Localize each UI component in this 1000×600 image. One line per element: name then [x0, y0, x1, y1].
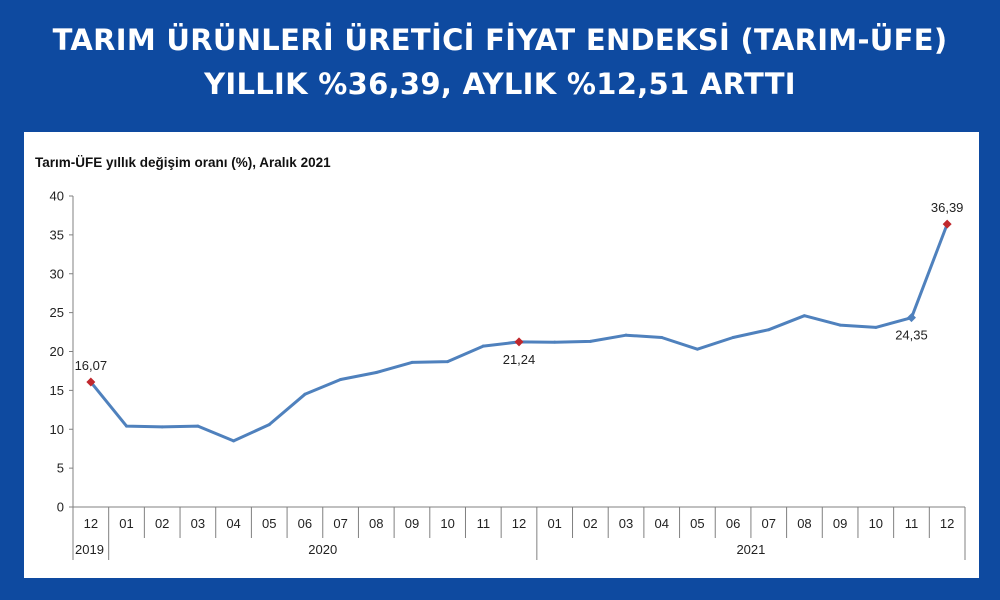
- data-point: [303, 392, 307, 396]
- headline-line-2: YILLIK %36,39, AYLIK %12,51 ARTTI: [204, 67, 796, 101]
- y-tick-label: 25: [50, 305, 64, 320]
- x-tick-label: 03: [619, 516, 633, 531]
- highlight-marker: [514, 337, 524, 347]
- data-label: 24,35: [895, 328, 928, 343]
- data-point: [695, 347, 699, 351]
- x-tick-label: 05: [690, 516, 704, 531]
- data-point: [446, 360, 450, 364]
- y-tick-label: 10: [50, 422, 64, 437]
- data-point: [339, 377, 343, 381]
- highlight-marker: [942, 219, 952, 229]
- data-point: [731, 336, 735, 340]
- x-tick-label: 07: [762, 516, 776, 531]
- x-tick-label: 12: [84, 516, 98, 531]
- y-tick-label: 20: [50, 344, 64, 359]
- data-point: [481, 344, 485, 348]
- data-point: [232, 439, 236, 443]
- data-point: [660, 336, 664, 340]
- year-label: 2020: [308, 542, 337, 557]
- x-tick-label: 01: [119, 516, 133, 531]
- x-tick-label: 02: [155, 516, 169, 531]
- headline: TARIM ÜRÜNLERİ ÜRETİCİ FİYAT ENDEKSİ (TA…: [0, 18, 1000, 106]
- highlight-marker: [906, 313, 916, 323]
- data-point: [874, 325, 878, 329]
- chart-panel: [24, 132, 979, 578]
- x-tick-label: 12: [940, 516, 954, 531]
- x-tick-label: 02: [583, 516, 597, 531]
- year-label: 2021: [736, 542, 765, 557]
- year-label: 2019: [75, 542, 104, 557]
- x-tick-label: 11: [477, 516, 491, 531]
- data-point: [196, 424, 200, 428]
- y-tick-label: 5: [57, 461, 64, 476]
- x-tick-label: 05: [262, 516, 276, 531]
- data-label: 36,39: [931, 200, 964, 215]
- y-tick-label: 15: [50, 383, 64, 398]
- data-point: [767, 328, 771, 332]
- y-tick-label: 35: [50, 227, 64, 242]
- highlight-marker: [86, 377, 96, 387]
- x-tick-label: 09: [833, 516, 847, 531]
- x-tick-label: 10: [440, 516, 454, 531]
- data-label: 16,07: [75, 358, 108, 373]
- data-point: [374, 370, 378, 374]
- data-point: [588, 339, 592, 343]
- data-point: [267, 423, 271, 427]
- x-tick-label: 06: [726, 516, 740, 531]
- x-tick-label: 08: [369, 516, 383, 531]
- chart-title: Tarım-ÜFE yıllık değişim oranı (%), Aral…: [35, 155, 331, 170]
- data-point: [624, 333, 628, 337]
- headline-line-1: TARIM ÜRÜNLERİ ÜRETİCİ FİYAT ENDEKSİ (TA…: [52, 23, 948, 57]
- x-tick-label: 07: [333, 516, 347, 531]
- series-line: [89, 222, 949, 443]
- x-tick-label: 01: [547, 516, 561, 531]
- x-tick-label: 10: [869, 516, 883, 531]
- data-point: [838, 323, 842, 327]
- data-point: [125, 424, 129, 428]
- data-point: [802, 314, 806, 318]
- x-tick-label: 09: [405, 516, 419, 531]
- x-tick-label: 12: [512, 516, 526, 531]
- x-tick-label: 04: [654, 516, 668, 531]
- y-tick-label: 40: [50, 189, 64, 204]
- data-label: 21,24: [503, 352, 536, 367]
- x-tick-label: 03: [191, 516, 205, 531]
- y-tick-label: 0: [57, 500, 64, 515]
- x-tick-label: 06: [298, 516, 312, 531]
- data-point: [410, 360, 414, 364]
- data-point: [160, 425, 164, 429]
- data-point: [553, 340, 557, 344]
- y-tick-label: 30: [50, 266, 64, 281]
- x-tick-label: 08: [797, 516, 811, 531]
- x-tick-label: 04: [226, 516, 240, 531]
- x-tick-label: 11: [905, 516, 919, 531]
